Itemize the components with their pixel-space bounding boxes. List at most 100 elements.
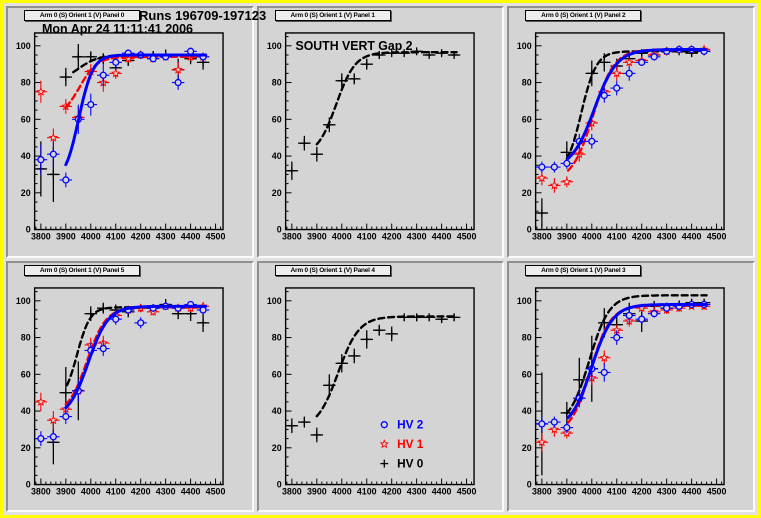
svg-text:4400: 4400 <box>181 486 201 496</box>
svg-text:4200: 4200 <box>381 486 401 496</box>
efficiency-plot: 3800 3900 4000 4100 4200 4300 4400 4500 0 20 40 60 8… <box>517 286 727 496</box>
svg-text:4000: 4000 <box>81 231 101 241</box>
svg-text:80: 80 <box>522 332 532 342</box>
svg-text:4000: 4000 <box>81 486 101 496</box>
svg-text:0: 0 <box>276 479 281 489</box>
pad-title-text: Arm 0 (S) Orient 1 (V) Panel 5 <box>39 266 125 274</box>
svg-text:4300: 4300 <box>156 486 176 496</box>
pad-title-box: Arm 0 (S) Orient 1 (V) Panel 1 <box>274 10 391 21</box>
svg-text:4500: 4500 <box>707 231 727 241</box>
svg-text:60: 60 <box>271 369 281 379</box>
svg-text:4100: 4100 <box>106 231 126 241</box>
svg-text:3800: 3800 <box>532 231 552 241</box>
svg-text:SOUTH VERT Gap 2: SOUTH VERT Gap 2 <box>295 39 412 53</box>
svg-text:20: 20 <box>21 442 31 452</box>
svg-text:80: 80 <box>271 78 281 88</box>
svg-text:40: 40 <box>21 151 31 161</box>
svg-text:100: 100 <box>16 41 31 51</box>
pad-title-text: Arm 0 (S) Orient 1 (V) Panel 3 <box>541 266 626 274</box>
efficiency-plot: 3800 3900 4000 4100 4200 4300 4400 4500 0 20 40 60 8… <box>267 286 476 496</box>
svg-text:60: 60 <box>21 369 31 379</box>
svg-text:80: 80 <box>271 332 281 342</box>
svg-text:4300: 4300 <box>657 486 677 496</box>
svg-text:4100: 4100 <box>607 486 627 496</box>
svg-text:20: 20 <box>271 442 281 452</box>
svg-text:80: 80 <box>522 78 532 88</box>
pad-title-text: Arm 0 (S) Orient 1 (V) Panel 2 <box>541 12 626 19</box>
svg-text:4500: 4500 <box>707 486 727 496</box>
svg-text:4400: 4400 <box>682 231 702 241</box>
svg-text:60: 60 <box>522 114 532 124</box>
svg-text:HV 0: HV 0 <box>397 456 424 470</box>
svg-text:3900: 3900 <box>56 231 76 241</box>
svg-text:4500: 4500 <box>206 231 226 241</box>
svg-text:0: 0 <box>276 225 281 235</box>
svg-text:20: 20 <box>21 188 31 198</box>
svg-text:3800: 3800 <box>31 231 51 241</box>
pad-panel-2[interactable]: Arm 0 (S) Orient 1 (V) Panel 2 3800 3900 4… <box>507 6 755 258</box>
pad-panel-3[interactable]: Arm 0 (S) Orient 1 (V) Panel 3 3800 3900 4… <box>507 260 755 512</box>
svg-text:HV 2: HV 2 <box>397 417 424 431</box>
pad-panel-5[interactable]: Arm 0 (S) Orient 1 (V) Panel 5 3800 3900 4… <box>6 260 254 512</box>
svg-text:4400: 4400 <box>431 486 451 496</box>
svg-text:4200: 4200 <box>632 486 652 496</box>
svg-text:4000: 4000 <box>332 231 352 241</box>
svg-text:40: 40 <box>21 406 31 416</box>
svg-text:4200: 4200 <box>632 231 652 241</box>
pad-title-text: Arm 0 (S) Orient 1 (V) Panel 4 <box>290 266 376 274</box>
svg-text:100: 100 <box>517 41 532 51</box>
svg-text:3800: 3800 <box>282 486 302 496</box>
svg-text:4100: 4100 <box>357 231 377 241</box>
svg-text:3900: 3900 <box>557 486 577 496</box>
svg-text:40: 40 <box>522 406 532 416</box>
svg-text:0: 0 <box>26 225 31 235</box>
pad-title-text: Arm 0 (S) Orient 1 (V) Panel 1 <box>290 12 376 19</box>
efficiency-plot: 3800 3900 4000 4100 4200 4300 4400 4500 0 20 40 60 8… <box>517 32 727 242</box>
svg-text:4300: 4300 <box>406 231 426 241</box>
svg-text:4000: 4000 <box>332 486 352 496</box>
svg-text:20: 20 <box>271 188 281 198</box>
svg-text:100: 100 <box>16 295 31 305</box>
svg-text:4200: 4200 <box>131 486 151 496</box>
svg-text:4200: 4200 <box>131 231 151 241</box>
svg-text:80: 80 <box>21 332 31 342</box>
svg-text:4100: 4100 <box>607 231 627 241</box>
svg-text:HV 1: HV 1 <box>397 437 424 451</box>
svg-text:4400: 4400 <box>431 231 451 241</box>
pad-title-box: Arm 0 (S) Orient 1 (V) Panel 0 <box>24 10 140 21</box>
svg-text:0: 0 <box>527 225 532 235</box>
pad-panel-4[interactable]: Arm 0 (S) Orient 1 (V) Panel 4 3800 3900 4… <box>256 260 505 512</box>
pad-grid: Arm 0 (S) Orient 1 (V) Panel 0 3800 3900 4… <box>3 3 758 515</box>
svg-text:4100: 4100 <box>106 486 126 496</box>
svg-text:3800: 3800 <box>282 231 302 241</box>
svg-text:60: 60 <box>522 369 532 379</box>
svg-text:4400: 4400 <box>181 231 201 241</box>
svg-text:100: 100 <box>517 295 532 305</box>
svg-text:0: 0 <box>527 479 532 489</box>
svg-text:4400: 4400 <box>682 486 702 496</box>
svg-text:4300: 4300 <box>156 231 176 241</box>
pad-title-box: Arm 0 (S) Orient 1 (V) Panel 5 <box>24 264 140 276</box>
pad-panel-0[interactable]: Arm 0 (S) Orient 1 (V) Panel 0 3800 3900 4… <box>6 6 254 258</box>
timestamp: Mon Apr 24 11:11:41 2006 <box>42 22 194 36</box>
svg-text:20: 20 <box>522 188 532 198</box>
svg-text:100: 100 <box>267 41 282 51</box>
svg-text:4300: 4300 <box>406 486 426 496</box>
svg-text:4000: 4000 <box>582 486 602 496</box>
efficiency-plot: 3800 3900 4000 4100 4200 4300 4400 4500 0 20 40 60 8… <box>267 32 476 242</box>
svg-text:3800: 3800 <box>31 486 51 496</box>
pad-panel-1[interactable]: Arm 0 (S) Orient 1 (V) Panel 1 3800 3900 4… <box>256 6 505 258</box>
svg-text:80: 80 <box>21 78 31 88</box>
svg-text:100: 100 <box>267 295 282 305</box>
svg-text:4000: 4000 <box>582 231 602 241</box>
svg-text:20: 20 <box>522 442 532 452</box>
svg-text:4500: 4500 <box>456 231 476 241</box>
svg-text:60: 60 <box>21 114 31 124</box>
svg-text:3900: 3900 <box>307 231 327 241</box>
pad-title-box: Arm 0 (S) Orient 1 (V) Panel 2 <box>525 10 642 21</box>
svg-text:3800: 3800 <box>532 486 552 496</box>
efficiency-plot: 3800 3900 4000 4100 4200 4300 4400 4500 0 20 40 60 8… <box>16 286 225 496</box>
svg-text:60: 60 <box>271 114 281 124</box>
svg-text:3900: 3900 <box>557 231 577 241</box>
